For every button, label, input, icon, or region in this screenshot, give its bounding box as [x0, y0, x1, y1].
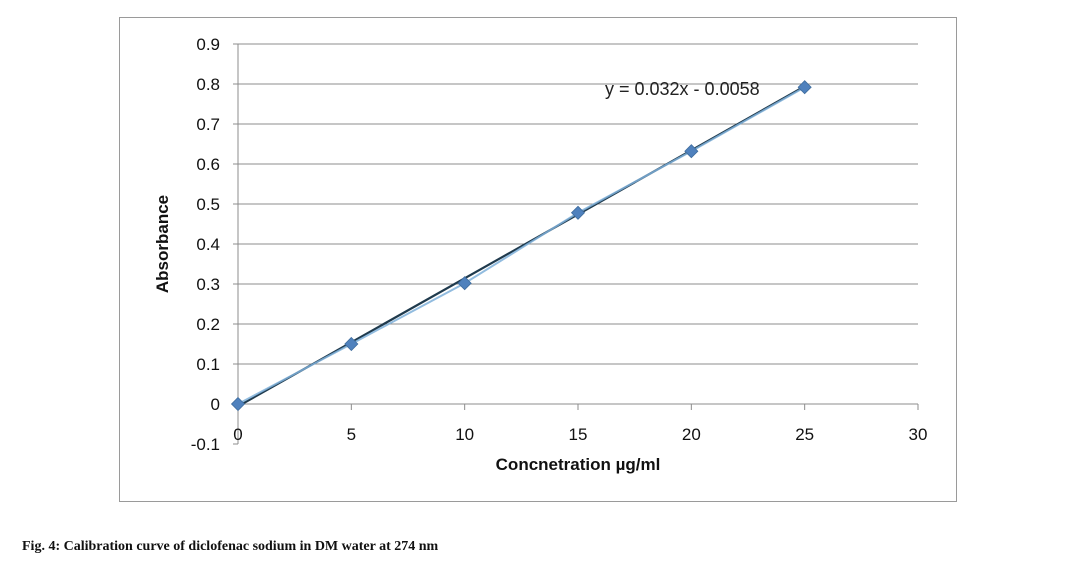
x-tick-label: 30: [909, 425, 928, 444]
data-point: [684, 144, 699, 159]
x-tick-label: 5: [347, 425, 356, 444]
y-tick-label: -0.1: [191, 435, 220, 454]
y-tick-label: 0.9: [196, 35, 220, 54]
x-axis-label: Concnetration µg/ml: [496, 455, 661, 474]
y-tick-label: 0.3: [196, 275, 220, 294]
x-tick-label: 0: [233, 425, 242, 444]
series-layer: [230, 80, 812, 412]
y-tick-label: 0.4: [196, 235, 220, 254]
y-axis-label: Absorbance: [153, 195, 172, 293]
y-tick-label: 0.8: [196, 75, 220, 94]
y-tick-label: 0: [211, 395, 220, 414]
data-point: [344, 336, 359, 352]
series-line: [237, 86, 806, 405]
axis-layer: -0.1 0 0.1 0.2 0.3 0.4 0.5 0.6 0.7 0.8 0.9 0 5 10 15 20…: [191, 35, 928, 454]
y-tick-label: 0.1: [196, 355, 220, 374]
x-tick-label: 25: [795, 425, 814, 444]
grid-layer: [238, 43, 918, 365]
data-point: [570, 205, 586, 220]
y-tick-label: 0.6: [196, 155, 220, 174]
y-tick-label: 0.7: [196, 115, 220, 134]
chart-frame: [119, 17, 957, 502]
x-tick-label: 15: [569, 425, 588, 444]
x-tick-label: 10: [455, 425, 474, 444]
data-point: [797, 80, 812, 95]
trendline-equation: y = 0.032x - 0.0058: [605, 79, 760, 99]
y-tick-label: 0.2: [196, 315, 220, 334]
x-tick-label: 20: [682, 425, 701, 444]
y-tick-label: 0.5: [196, 195, 220, 214]
data-point: [230, 396, 246, 412]
data-point: [457, 276, 472, 291]
figure-caption: Fig. 4: Calibration curve of diclofenac …: [22, 539, 439, 554]
